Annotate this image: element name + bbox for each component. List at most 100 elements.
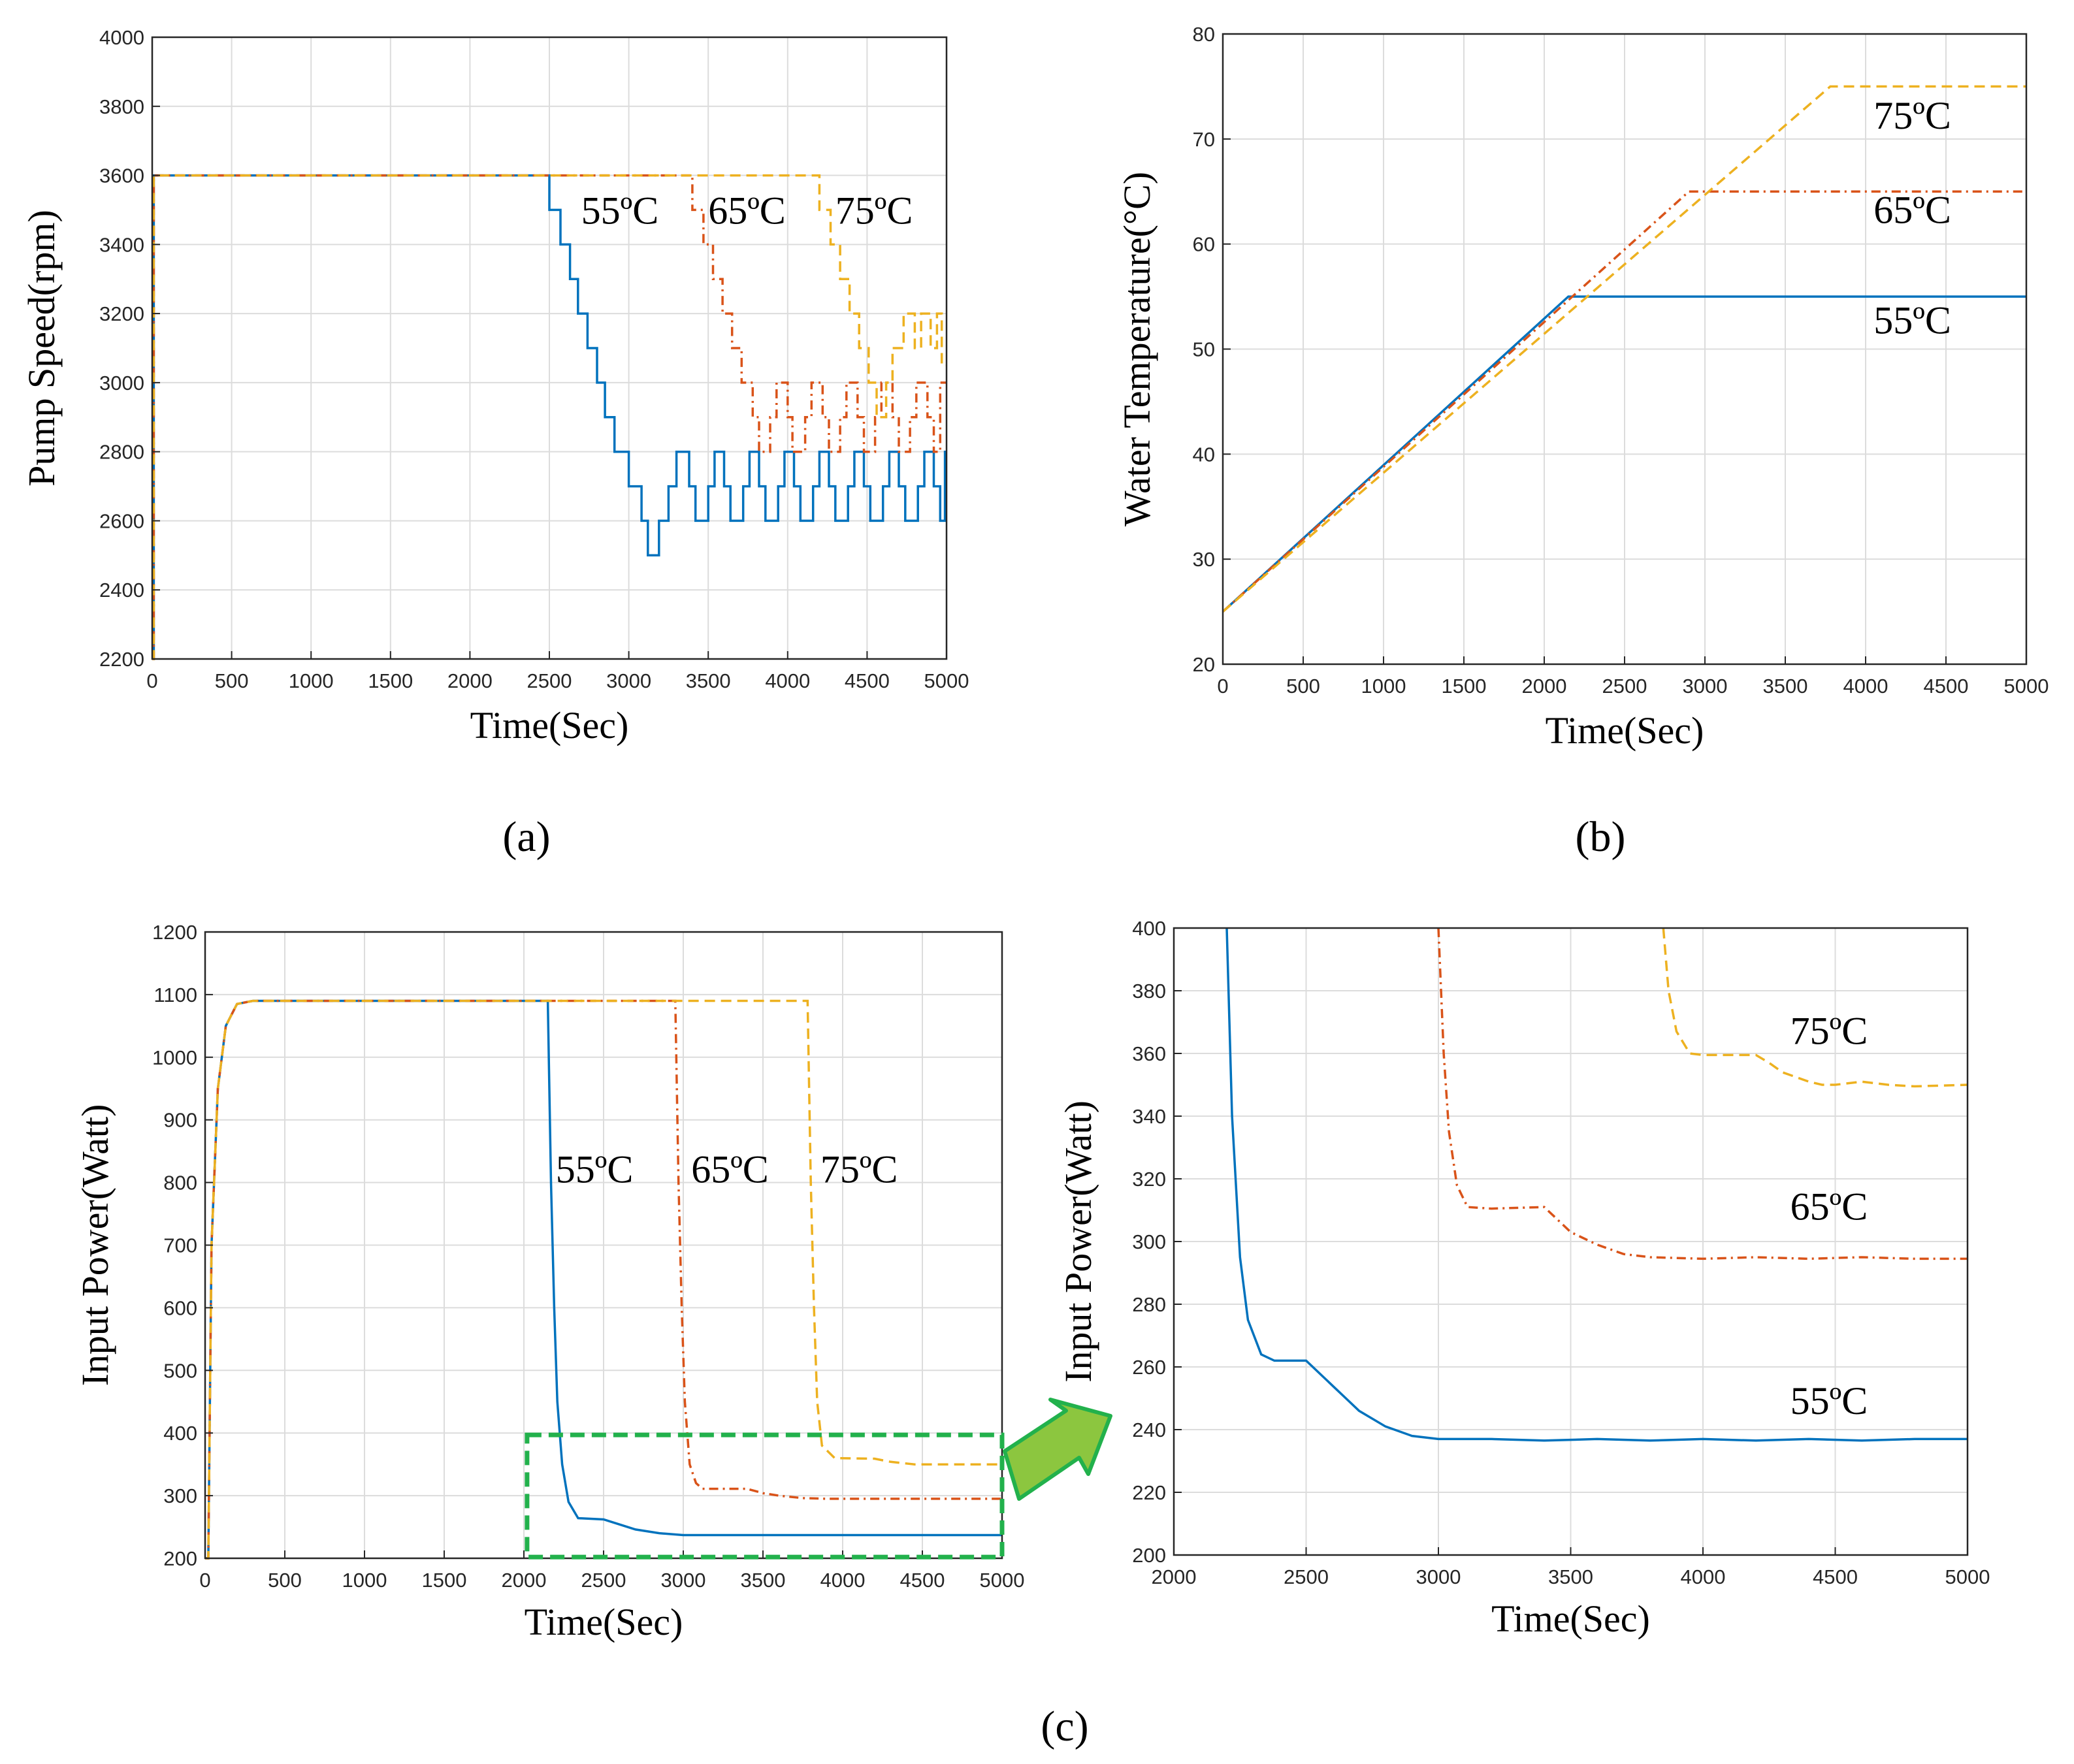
x-tick-label: 3000 (606, 669, 651, 692)
series-line-65c (1222, 190, 2026, 613)
x-tick-label: 4000 (1681, 1565, 1726, 1588)
series-line-55c (1225, 927, 1968, 1442)
y-tick-label: 2400 (99, 579, 144, 601)
y-tick-label: 380 (1132, 980, 1166, 1002)
x-tick-label: 3000 (1683, 675, 1728, 698)
y-tick-label: 3200 (99, 302, 144, 325)
x-axis-label: Time(Sec) (470, 704, 629, 746)
x-tick-label: 2500 (581, 1569, 626, 1592)
caption-a: (a) (502, 813, 550, 861)
x-tick-label: 500 (215, 669, 249, 692)
x-tick-label: 4000 (820, 1569, 866, 1592)
series-annotation: 55ºC (556, 1148, 634, 1191)
y-axis-label: Water Temperature(°C) (1116, 172, 1158, 526)
series-annotation: 75ºC (835, 189, 913, 233)
y-tick-label: 320 (1132, 1168, 1166, 1191)
x-tick-label: 2500 (1284, 1565, 1329, 1588)
panel-c-input-power-chart: 0 500 1000 1500 2000 2500 3000 3500 4000 4500 5000… (74, 921, 1024, 1643)
y-tick-label: 1200 (152, 921, 197, 944)
y-tick-label: 70 (1193, 128, 1215, 151)
x-tick-label: 1500 (422, 1569, 467, 1592)
series-line-75c (1222, 85, 2026, 613)
y-tick-label: 340 (1132, 1105, 1166, 1128)
x-tick-label: 3500 (686, 669, 731, 692)
y-tick-label: 220 (1132, 1481, 1166, 1504)
panel-b-water-temperature-chart: 0 500 1000 1500 2000 2500 3000 3500 4000 4500 5000… (1116, 23, 2049, 752)
x-tick-label: 4500 (900, 1569, 945, 1592)
x-tick-label: 5000 (2004, 675, 2049, 698)
series-line-75c (205, 999, 1002, 1560)
series-annotation: 75ºC (1873, 94, 1951, 137)
panel-c-input-power-zoom-chart: 2000 2500 3000 3500 4000 4500 5000 200 220 240 260… (1057, 917, 1990, 1640)
series-annotation: 55ºC (581, 189, 659, 233)
x-tick-label: 500 (1286, 675, 1320, 698)
x-tick-label: 3500 (1548, 1565, 1593, 1588)
y-tick-label: 3600 (99, 165, 144, 187)
y-tick-label: 300 (1132, 1230, 1166, 1253)
y-tick-label: 800 (163, 1172, 197, 1195)
y-tick-label: 400 (163, 1422, 197, 1445)
x-axis-label: Time(Sec) (525, 1601, 683, 1643)
y-axis-label: Pump Speed(rpm) (20, 210, 63, 487)
x-tick-label: 4500 (1924, 675, 1969, 698)
x-tick-label: 1500 (1442, 675, 1487, 698)
y-tick-label: 3400 (99, 233, 144, 256)
series-annotation: 65ºC (708, 189, 786, 233)
x-tick-label: 5000 (924, 669, 969, 692)
series-annotation: 65ºC (691, 1148, 769, 1191)
x-tick-label: 1000 (1361, 675, 1406, 698)
series-line-65c (1437, 927, 1968, 1260)
x-tick-label: 4500 (845, 669, 890, 692)
y-tick-label: 1100 (154, 984, 197, 1006)
series-line-75c (152, 174, 947, 660)
x-tick-label: 2500 (1602, 675, 1647, 698)
x-tick-label: 2000 (1522, 675, 1567, 698)
y-tick-label: 50 (1193, 338, 1215, 361)
x-tick-label: 2000 (502, 1569, 547, 1592)
y-tick-label: 280 (1132, 1293, 1166, 1316)
zoom-highlight-box (525, 1432, 1005, 1560)
y-tick-label: 2200 (99, 648, 144, 671)
x-tick-label: 4000 (765, 669, 810, 692)
y-tick-label: 300 (163, 1484, 197, 1507)
y-tick-label: 20 (1193, 653, 1215, 676)
caption-c: (c) (1041, 1703, 1088, 1750)
y-tick-label: 40 (1193, 443, 1215, 466)
x-tick-label: 3500 (741, 1569, 786, 1592)
caption-b: (b) (1576, 813, 1626, 861)
x-tick-label: 5000 (980, 1569, 1025, 1592)
x-tick-label: 3000 (1416, 1565, 1461, 1588)
x-tick-label: 1000 (289, 669, 334, 692)
x-tick-label: 1000 (342, 1569, 387, 1592)
series-line-65c (205, 999, 1002, 1560)
y-tick-label: 900 (163, 1109, 197, 1132)
series-line-65c (152, 174, 947, 660)
y-tick-label: 200 (1132, 1544, 1166, 1567)
y-tick-label: 30 (1193, 548, 1215, 571)
x-tick-label: 2000 (447, 669, 493, 692)
series-annotation: 75ºC (820, 1148, 898, 1191)
y-tick-label: 2600 (99, 509, 144, 532)
x-tick-label: 3500 (1763, 675, 1808, 698)
y-tick-label: 600 (163, 1296, 197, 1319)
y-tick-label: 500 (163, 1359, 197, 1382)
y-tick-label: 260 (1132, 1356, 1166, 1379)
x-tick-label: 1500 (368, 669, 413, 692)
y-tick-label: 200 (163, 1547, 197, 1570)
panel-a-pump-speed-chart: 0 500 1000 1500 2000 2500 3000 3500 4000 4500 5000… (20, 26, 969, 746)
x-axis-label: Time(Sec) (1546, 709, 1704, 752)
series-line-55c (152, 174, 947, 660)
y-tick-label: 240 (1132, 1419, 1166, 1441)
x-tick-label: 500 (268, 1569, 302, 1592)
x-tick-label: 4000 (1843, 675, 1888, 698)
series-annotation: 65ºC (1873, 189, 1951, 232)
x-axis-label: Time(Sec) (1491, 1597, 1650, 1640)
x-tick-label: 3000 (661, 1569, 706, 1592)
y-axis-label: Input Power(Watt) (74, 1104, 116, 1387)
x-tick-label: 0 (199, 1569, 210, 1592)
x-tick-label: 0 (146, 669, 157, 692)
y-tick-label: 80 (1193, 23, 1215, 46)
x-tick-label: 2500 (527, 669, 572, 692)
series-line-75c (1662, 927, 1968, 1088)
